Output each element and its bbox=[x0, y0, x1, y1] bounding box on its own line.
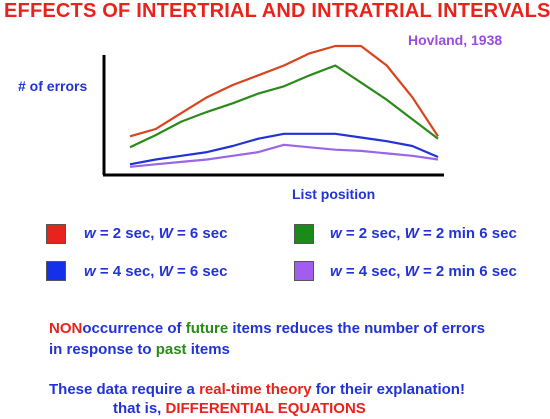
equations-note: that is, DIFFERENTIAL EQUATIONS bbox=[113, 400, 366, 417]
legend-label-purple: w = 4 sec, W = 2 min 6 sec bbox=[330, 263, 517, 280]
legend-label-blue: w = 4 sec, W = 6 sec bbox=[84, 263, 228, 280]
legend-label-green: w = 2 sec, W = 2 min 6 sec bbox=[330, 225, 517, 242]
finding-note: NONoccurrence of future items reduces th… bbox=[49, 320, 485, 358]
y-axis-label: # of errors bbox=[18, 78, 87, 94]
series-line-s3 bbox=[129, 132, 439, 166]
legend-swatch-blue bbox=[46, 261, 66, 281]
legend-label-red: w = 2 sec, W = 6 sec bbox=[84, 225, 228, 242]
theory-note: These data require a real-time theory fo… bbox=[49, 381, 465, 398]
legend-swatch-red bbox=[46, 224, 66, 244]
author-citation: Hovland, 1938 bbox=[408, 32, 503, 48]
legend-swatch-purple bbox=[294, 261, 314, 281]
legend-swatch-green bbox=[294, 224, 314, 244]
page-title: EFFECTS OF INTERTRIAL AND INTRATRIAL INT… bbox=[4, 0, 550, 22]
plot-area bbox=[129, 44, 439, 168]
series-line-s2 bbox=[129, 64, 439, 149]
x-axis-label: List position bbox=[292, 186, 375, 202]
series-line-s1 bbox=[129, 44, 439, 138]
series-line-s4 bbox=[129, 143, 439, 168]
